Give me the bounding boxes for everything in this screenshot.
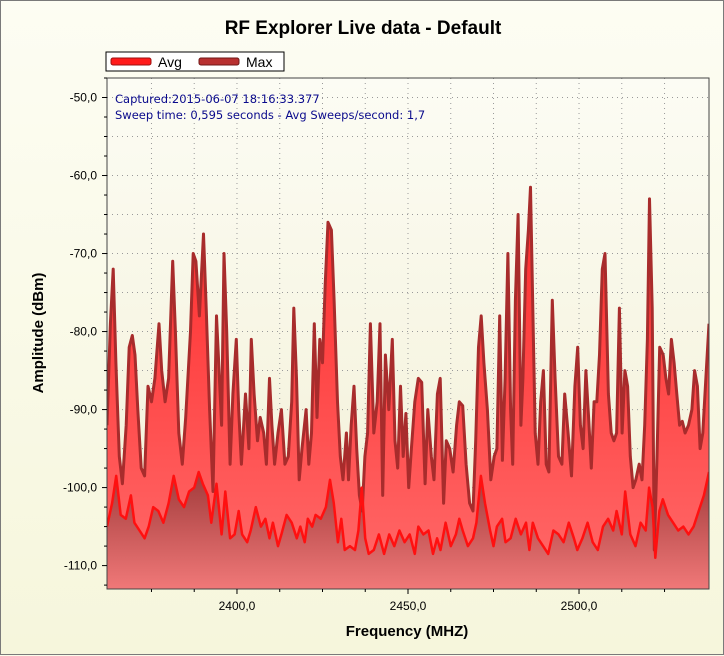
area-avg: [107, 472, 709, 589]
y-tick-label: -60,0: [70, 169, 98, 183]
annotation-captured: Captured:2015-06-07 18:16:33.377: [115, 92, 320, 106]
legend: Avg Max: [105, 51, 285, 72]
x-axis-label: Frequency (MHZ): [346, 623, 469, 640]
legend-swatch-avg: [110, 57, 152, 66]
series-lines: [107, 185, 709, 560]
y-tick-label: -50,0: [70, 91, 98, 105]
legend-swatch-max: [198, 57, 240, 66]
legend-label-avg: Avg: [158, 54, 182, 70]
series-line-max: [107, 185, 709, 552]
annotation-sweep: Sweep time: 0,595 seconds - Avg Sweeps/s…: [115, 108, 425, 122]
y-tick-label: -70,0: [70, 247, 98, 261]
y-tick-label: -110,0: [64, 559, 97, 573]
area-max: [107, 187, 709, 589]
x-tick-label: 2400,0: [219, 599, 256, 613]
series-areas: [107, 187, 709, 589]
y-tick-label: -90,0: [70, 403, 98, 417]
y-tick-label: -80,0: [70, 325, 98, 339]
series-line-avg: [107, 470, 709, 560]
y-tick-label: -100,0: [63, 481, 97, 495]
y-ticks: -50,0 -60,0 -70,0 -80,0 -90,0 -100,0 -110,0: [63, 77, 107, 586]
y-axis-label: Amplitude (dBm): [30, 273, 47, 394]
x-ticks: 2400,0 2450,0 2500,0: [150, 589, 666, 613]
x-tick-label: 2500,0: [561, 599, 598, 613]
legend-box: [105, 51, 285, 72]
x-tick-label: 2450,0: [390, 599, 427, 613]
chart-title: RF Explorer Live data - Default: [225, 18, 502, 39]
legend-label-max: Max: [246, 54, 272, 70]
